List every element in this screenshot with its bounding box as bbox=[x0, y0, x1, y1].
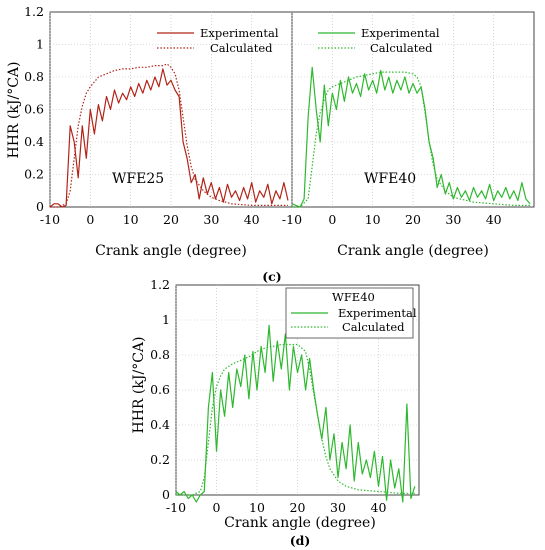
y-tick-label: 0.8 bbox=[24, 69, 44, 84]
x-tick-label: 30 bbox=[445, 212, 461, 227]
x-tick-labels: -10 0 10 20 30 40 bbox=[166, 500, 387, 515]
y-tick-label: 1.2 bbox=[24, 4, 44, 19]
caption-c: (c) bbox=[262, 269, 281, 284]
series-experimental-line bbox=[175, 324, 416, 503]
legend-label-calculated: Calculated bbox=[210, 41, 273, 55]
legend: Experimental Calculated bbox=[318, 26, 440, 55]
legend: WFE40 Experimental Calculated bbox=[285, 287, 417, 339]
series-layer bbox=[49, 63, 289, 208]
y-tick-label: 0.4 bbox=[150, 417, 170, 432]
y-tick-label: 1 bbox=[162, 312, 170, 327]
x-tick-label: -10 bbox=[40, 212, 60, 227]
legend-label-experimental: Experimental bbox=[200, 26, 279, 40]
x-tick-label: 10 bbox=[123, 212, 139, 227]
x-tick-label: 40 bbox=[371, 500, 387, 515]
y-tick-labels: 0 0.2 0.4 0.6 0.8 1 1.2 bbox=[24, 4, 44, 214]
x-tick-label: 30 bbox=[330, 500, 346, 515]
x-tick-label: 0 bbox=[213, 500, 221, 515]
x-tick-label: -10 bbox=[282, 212, 302, 227]
x-tick-label: 30 bbox=[203, 212, 219, 227]
panel-wfe40-bottom: 00.20.40.60.811.2 -10 0 10 20 30 40 HHR (kJ/°… bbox=[131, 277, 420, 531]
series-layer bbox=[175, 324, 416, 503]
x-axis-label: Crank angle (degree) bbox=[95, 243, 247, 259]
legend-title: WFE40 bbox=[332, 290, 375, 304]
panel-annotation: WFE40 bbox=[364, 171, 416, 187]
x-tick-label: 40 bbox=[486, 212, 502, 227]
grid bbox=[291, 12, 534, 207]
legend-label-experimental: Experimental bbox=[361, 26, 440, 40]
x-tick-label: 0 bbox=[328, 212, 336, 227]
legend-label-experimental: Experimental bbox=[338, 306, 417, 320]
panel-wfe40-top: -10 0 10 20 30 40 Crank angle (degree) WFE40 … bbox=[282, 11, 535, 259]
x-tick-label: -10 bbox=[166, 500, 186, 515]
x-tick-label: 0 bbox=[86, 212, 94, 227]
y-tick-labels: 0 0.2 0.4 0.6 0.8 1 1.2 bbox=[150, 277, 170, 502]
panel-annotation: WFE25 bbox=[112, 171, 164, 187]
series-experimental-line bbox=[291, 66, 531, 208]
x-tick-label: 40 bbox=[244, 212, 260, 227]
y-tick-label: 0.2 bbox=[150, 452, 170, 467]
y-axis-label: HHR (kJ/°CA) bbox=[6, 62, 22, 159]
x-axis-label: Crank angle (degree) bbox=[337, 243, 489, 259]
x-axis-label: Crank angle (degree) bbox=[224, 515, 376, 531]
legend-label-calculated: Calculated bbox=[370, 41, 433, 55]
y-tick-label: 0.6 bbox=[24, 102, 44, 117]
legend-label-calculated: Calculated bbox=[342, 320, 405, 334]
x-tick-label: 20 bbox=[290, 500, 306, 515]
series-calculated-line bbox=[292, 71, 530, 208]
x-tick-labels: -10 0 10 20 30 40 bbox=[282, 212, 502, 227]
x-tick-label: 20 bbox=[405, 212, 421, 227]
y-tick-label: 0.6 bbox=[150, 382, 170, 397]
grid bbox=[49, 12, 292, 207]
y-tick-label: 1 bbox=[36, 37, 44, 52]
x-tick-labels: -10 0 10 20 30 40 bbox=[40, 212, 260, 227]
legend: Experimental Calculated bbox=[157, 26, 279, 55]
series-calculated-line bbox=[50, 63, 288, 208]
series-experimental-line bbox=[49, 68, 289, 208]
y-tick-label: 0 bbox=[36, 199, 44, 214]
y-tick-label: 0 bbox=[162, 487, 170, 502]
x-tick-label: 20 bbox=[163, 212, 179, 227]
y-axis-label: HHR (kJ/°CA) bbox=[131, 337, 147, 434]
x-tick-label: 10 bbox=[249, 500, 265, 515]
caption-d: (d) bbox=[290, 533, 311, 548]
y-tick-label: 0.4 bbox=[24, 134, 44, 149]
series-calculated-line bbox=[176, 343, 415, 496]
series-layer bbox=[291, 66, 531, 208]
y-tick-label: 1.2 bbox=[150, 277, 170, 292]
panel-wfe25: 00.20.40.60.811.2 -10 0 10 20 30 40 HHR (kJ/°… bbox=[6, 4, 293, 259]
y-tick-label: 0.8 bbox=[150, 347, 170, 362]
x-tick-label: 10 bbox=[365, 212, 381, 227]
y-tick-label: 0.2 bbox=[24, 167, 44, 182]
